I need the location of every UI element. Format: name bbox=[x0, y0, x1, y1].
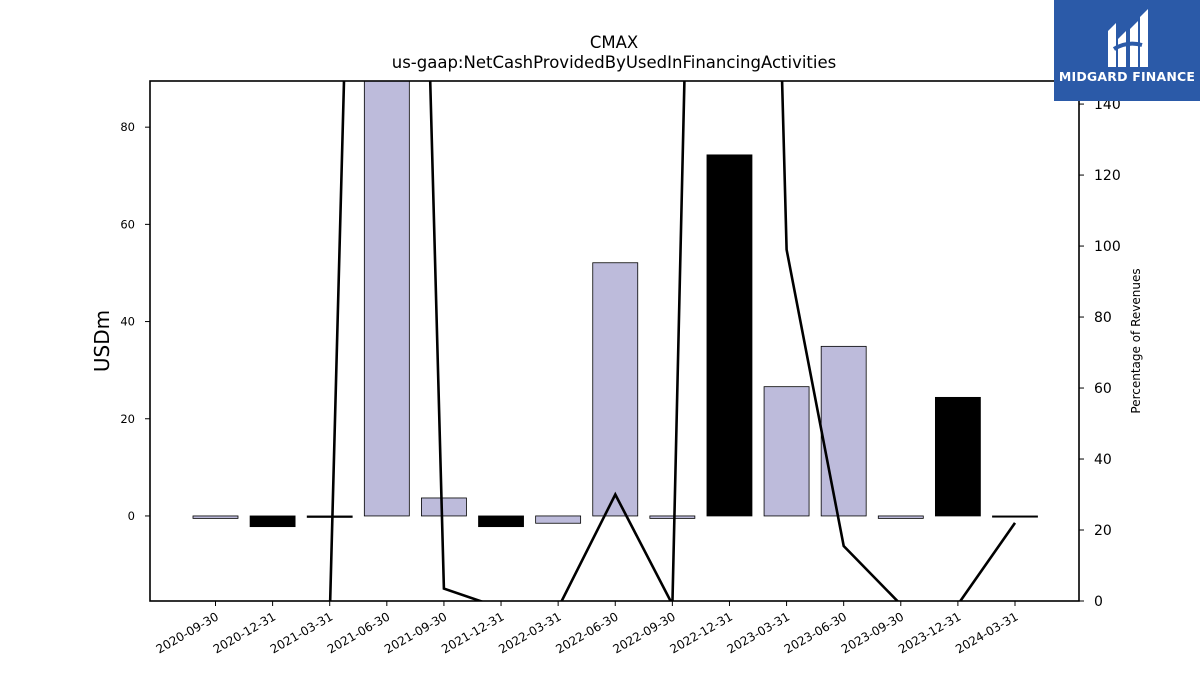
bar-2023-12-31 bbox=[934, 396, 981, 517]
logo-text: MIDGARD FINANCE bbox=[1058, 69, 1196, 84]
y2-tick-label: 140 bbox=[1094, 97, 1121, 113]
bar-2023-03-31 bbox=[763, 386, 810, 517]
plot-frame bbox=[149, 80, 1080, 602]
y-tick-label: 20 bbox=[120, 412, 135, 426]
line-group bbox=[328, 81, 1017, 601]
bar-2022-06-30 bbox=[592, 262, 639, 517]
x-tick-label: 2020-09-30 bbox=[154, 609, 221, 656]
bar-2024-03-31 bbox=[992, 515, 1038, 518]
chart-title: CMAX bbox=[590, 33, 638, 52]
bar-2022-03-31 bbox=[535, 515, 582, 524]
bar-2021-09-30 bbox=[421, 497, 467, 517]
y-tick-label: 60 bbox=[120, 217, 135, 231]
x-tick-label: 2023-03-31 bbox=[725, 609, 792, 656]
bar-2023-06-30 bbox=[820, 345, 867, 517]
y2-tick-label: 80 bbox=[1094, 310, 1112, 326]
y-tick-label: 80 bbox=[120, 120, 135, 134]
bar-2020-12-31 bbox=[249, 515, 296, 528]
line-percentage-of-revenues bbox=[328, 81, 1017, 601]
y-axis-label: USDm bbox=[90, 310, 114, 372]
bar-2021-12-31 bbox=[478, 515, 524, 528]
x-tick-label: 2023-09-30 bbox=[839, 609, 906, 656]
chart-subtitle: us-gaap:NetCashProvidedByUsedInFinancing… bbox=[392, 53, 836, 72]
x-axis: 2020-09-302020-12-312021-03-312021-06-30… bbox=[154, 601, 1021, 656]
y2-tick-label: 20 bbox=[1094, 523, 1112, 539]
y2-axis-label: Percentage of Revenues bbox=[1129, 268, 1143, 413]
x-tick-label: 2021-12-31 bbox=[439, 609, 506, 656]
y2-tick-label: 0 bbox=[1094, 594, 1103, 610]
y2-tick-label: 100 bbox=[1094, 239, 1121, 255]
bar-2020-09-30 bbox=[192, 515, 239, 519]
bar-2023-09-30 bbox=[877, 515, 924, 519]
x-tick-label: 2023-12-31 bbox=[896, 609, 963, 656]
x-tick-label: 2022-09-30 bbox=[610, 609, 677, 656]
midgard-logo-icon bbox=[1108, 9, 1148, 67]
y2-tick-label: 40 bbox=[1094, 452, 1112, 468]
y2-tick-label: 120 bbox=[1094, 168, 1121, 184]
bars-group bbox=[192, 81, 1038, 528]
x-tick-label: 2023-06-30 bbox=[782, 609, 849, 656]
x-tick-label: 2021-09-30 bbox=[382, 609, 449, 656]
y-tick-label: 0 bbox=[128, 509, 135, 523]
y2-axis: 0 20 40 60 80 100 120 140 bbox=[1079, 97, 1121, 610]
bar-2022-09-30 bbox=[649, 515, 696, 519]
x-tick-label: 2022-06-30 bbox=[553, 609, 620, 656]
x-tick-label: 2022-12-31 bbox=[668, 609, 735, 656]
bar-2021-06-30 bbox=[363, 81, 410, 517]
y-tick-label: 40 bbox=[120, 315, 135, 329]
x-tick-label: 2021-06-30 bbox=[325, 609, 392, 656]
bar-2021-03-31 bbox=[306, 515, 353, 518]
x-tick-label: 2021-03-31 bbox=[268, 609, 335, 656]
y2-tick-label: 60 bbox=[1094, 381, 1112, 397]
x-tick-label: 2024-03-31 bbox=[953, 609, 1020, 656]
bar-2022-12-31 bbox=[706, 154, 753, 517]
y-axis: 0 20 40 60 80 bbox=[120, 120, 150, 523]
x-tick-label: 2022-03-31 bbox=[496, 609, 563, 656]
brand-logo: MIDGARD FINANCE bbox=[1054, 0, 1200, 101]
x-tick-label: 2020-12-31 bbox=[211, 609, 278, 656]
